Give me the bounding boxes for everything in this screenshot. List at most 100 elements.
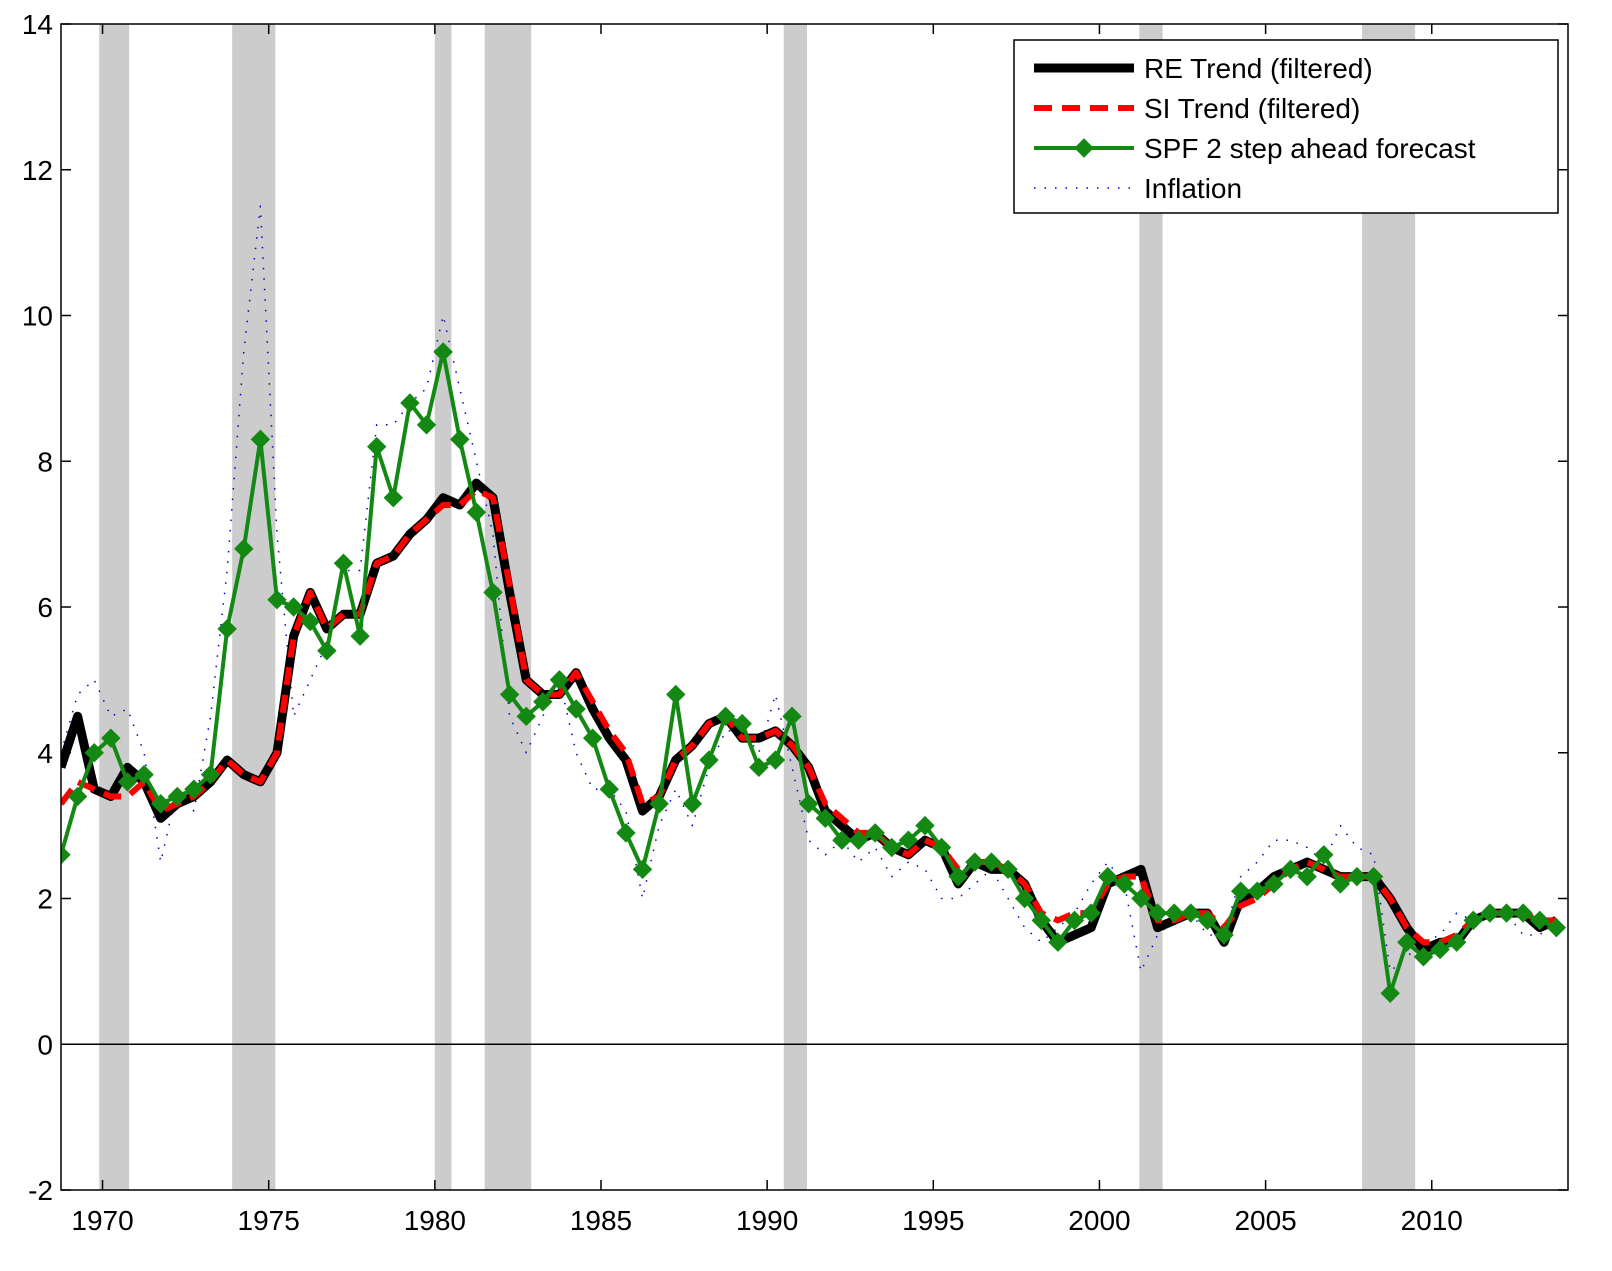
series-marker xyxy=(1131,888,1151,909)
series-marker xyxy=(1413,947,1434,967)
series-marker xyxy=(167,786,188,807)
series-marker xyxy=(1347,866,1367,887)
series-marker xyxy=(649,794,669,814)
series-marker xyxy=(749,757,769,778)
series-marker xyxy=(499,684,520,705)
recession-band xyxy=(434,24,452,1190)
series-marker xyxy=(1280,859,1301,880)
recession-band xyxy=(783,24,808,1190)
series-marker xyxy=(317,641,337,661)
recession-band xyxy=(99,24,130,1190)
series-marker xyxy=(84,743,104,763)
series-marker xyxy=(1363,866,1384,887)
series-marker xyxy=(1064,910,1085,931)
series-marker xyxy=(1048,932,1068,952)
x-tick-label: 1995 xyxy=(902,1205,964,1236)
series-marker xyxy=(1147,903,1168,923)
y-tick-label: -2 xyxy=(28,1175,53,1206)
series-marker xyxy=(1330,874,1351,894)
series-marker xyxy=(333,553,354,573)
series-marker xyxy=(1230,881,1251,901)
legend-label: SI Trend (filtered) xyxy=(1144,93,1360,124)
series-marker xyxy=(483,582,503,603)
series-marker xyxy=(350,626,370,646)
y-tick-label: 6 xyxy=(37,592,53,623)
series-marker xyxy=(1297,866,1317,887)
series-marker xyxy=(798,794,819,814)
series-marker xyxy=(1164,903,1184,923)
y-tick-label: 14 xyxy=(22,9,53,40)
recession-band xyxy=(232,24,276,1190)
series-marker xyxy=(117,772,138,792)
series-line xyxy=(61,478,1559,955)
series-marker xyxy=(184,779,204,799)
series-marker xyxy=(61,845,71,865)
series-marker xyxy=(1480,903,1500,923)
plot-frame xyxy=(60,23,1569,1191)
x-tick-label: 1975 xyxy=(238,1205,300,1236)
series-marker xyxy=(1014,888,1035,909)
x-tick-label: 2010 xyxy=(1401,1205,1463,1236)
series-marker xyxy=(1546,917,1567,938)
y-tick-label: 8 xyxy=(37,446,53,477)
series-marker xyxy=(267,590,287,610)
series-marker xyxy=(433,342,453,362)
series-marker xyxy=(134,764,154,785)
series-marker xyxy=(300,611,320,632)
series-marker xyxy=(466,502,487,522)
x-tick-label: 1985 xyxy=(570,1205,632,1236)
series-marker xyxy=(931,837,952,858)
series-marker xyxy=(1463,910,1484,931)
series-marker xyxy=(1114,874,1135,894)
series-marker xyxy=(599,779,620,799)
series-marker xyxy=(1197,910,1218,931)
series-marker xyxy=(965,852,985,872)
series-line xyxy=(61,205,1557,973)
series-marker xyxy=(632,859,653,880)
y-tick-label: 2 xyxy=(37,884,53,915)
series-marker xyxy=(1247,881,1268,901)
series-marker xyxy=(1314,845,1334,865)
series-marker xyxy=(250,429,271,450)
series-marker xyxy=(666,684,686,705)
series-marker xyxy=(217,619,237,639)
series-marker xyxy=(1098,866,1118,887)
series-line xyxy=(61,487,1557,946)
y-tick-label: 12 xyxy=(22,155,53,186)
legend-label: RE Trend (filtered) xyxy=(1144,53,1373,84)
series-marker xyxy=(865,823,885,843)
series-marker xyxy=(450,429,470,450)
series-marker xyxy=(1496,903,1517,923)
series-marker xyxy=(283,597,304,617)
series-marker xyxy=(1380,983,1400,1003)
series-marker xyxy=(533,692,553,712)
series-marker xyxy=(549,670,570,690)
series-marker xyxy=(682,794,703,814)
series-marker xyxy=(1446,932,1467,952)
series-marker xyxy=(1530,910,1550,931)
series-marker xyxy=(383,487,404,508)
series-marker xyxy=(101,728,121,748)
series-marker xyxy=(1181,903,1201,923)
y-tick-label: 10 xyxy=(22,301,53,332)
series-marker xyxy=(366,436,387,457)
series-marker xyxy=(998,859,1018,880)
series-marker xyxy=(1513,903,1533,923)
series-marker xyxy=(782,706,802,727)
series-marker xyxy=(234,538,254,559)
series-marker xyxy=(765,750,786,770)
series-marker xyxy=(200,764,221,785)
legend-label: SPF 2 step ahead forecast xyxy=(1144,133,1476,164)
series-marker xyxy=(67,786,88,807)
series-marker xyxy=(416,415,437,435)
series-marker xyxy=(1430,939,1450,960)
series-marker xyxy=(616,823,636,843)
series-marker xyxy=(400,393,420,413)
x-tick-label: 1970 xyxy=(71,1205,133,1236)
series-marker xyxy=(898,830,919,850)
x-tick-label: 1990 xyxy=(736,1205,798,1236)
series-marker xyxy=(582,728,603,748)
series-marker xyxy=(948,866,968,887)
series-marker xyxy=(981,852,1002,872)
